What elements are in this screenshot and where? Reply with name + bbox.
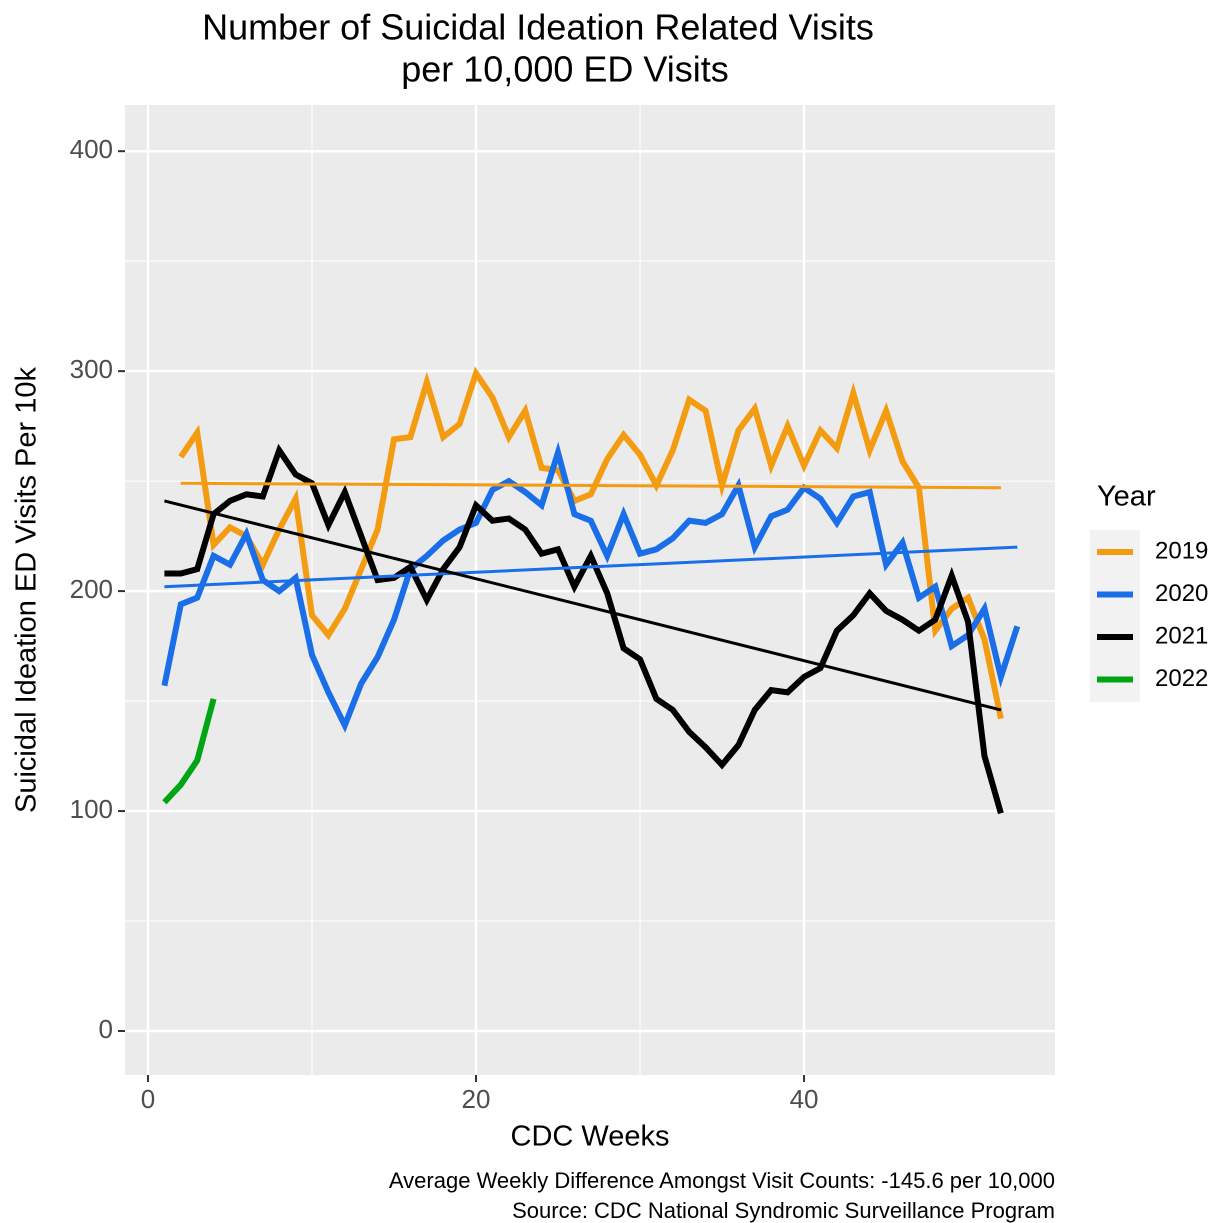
legend-label: 2022	[1155, 665, 1208, 692]
line-series	[178, 366, 1004, 720]
chart-title: Number of Suicidal Ideation Related Visi…	[202, 7, 874, 48]
line-series	[161, 441, 1021, 733]
x-tick-label: 0	[141, 1084, 155, 1114]
x-axis-title: CDC Weeks	[511, 1121, 670, 1153]
x-tick-label: 20	[462, 1084, 491, 1114]
legend-title: Year	[1097, 481, 1156, 513]
legend-label: 2020	[1155, 580, 1208, 607]
legend-label: 2019	[1155, 537, 1208, 564]
legend-key-background	[1090, 530, 1140, 702]
trend-line	[164, 545, 1018, 589]
legend-label: 2021	[1155, 622, 1208, 649]
y-tick-label: 100	[70, 794, 113, 824]
chart-title: per 10,000 ED Visits	[401, 49, 729, 90]
trend-line	[164, 499, 1002, 712]
y-tick-label: 200	[70, 574, 113, 604]
line-series	[164, 443, 1004, 815]
x-tick-label: 40	[790, 1084, 819, 1114]
trend-line	[180, 481, 1001, 490]
y-tick-label: 400	[70, 134, 113, 164]
caption: Average Weekly Difference Amongst Visit …	[389, 1168, 1055, 1193]
y-tick-label: 0	[99, 1014, 113, 1044]
y-axis-title: Suicidal Ideation ED Visits Per 10k	[11, 367, 43, 813]
line-series	[162, 698, 217, 805]
y-tick-label: 300	[70, 354, 113, 384]
caption: Source: CDC National Syndromic Surveilla…	[512, 1198, 1055, 1223]
